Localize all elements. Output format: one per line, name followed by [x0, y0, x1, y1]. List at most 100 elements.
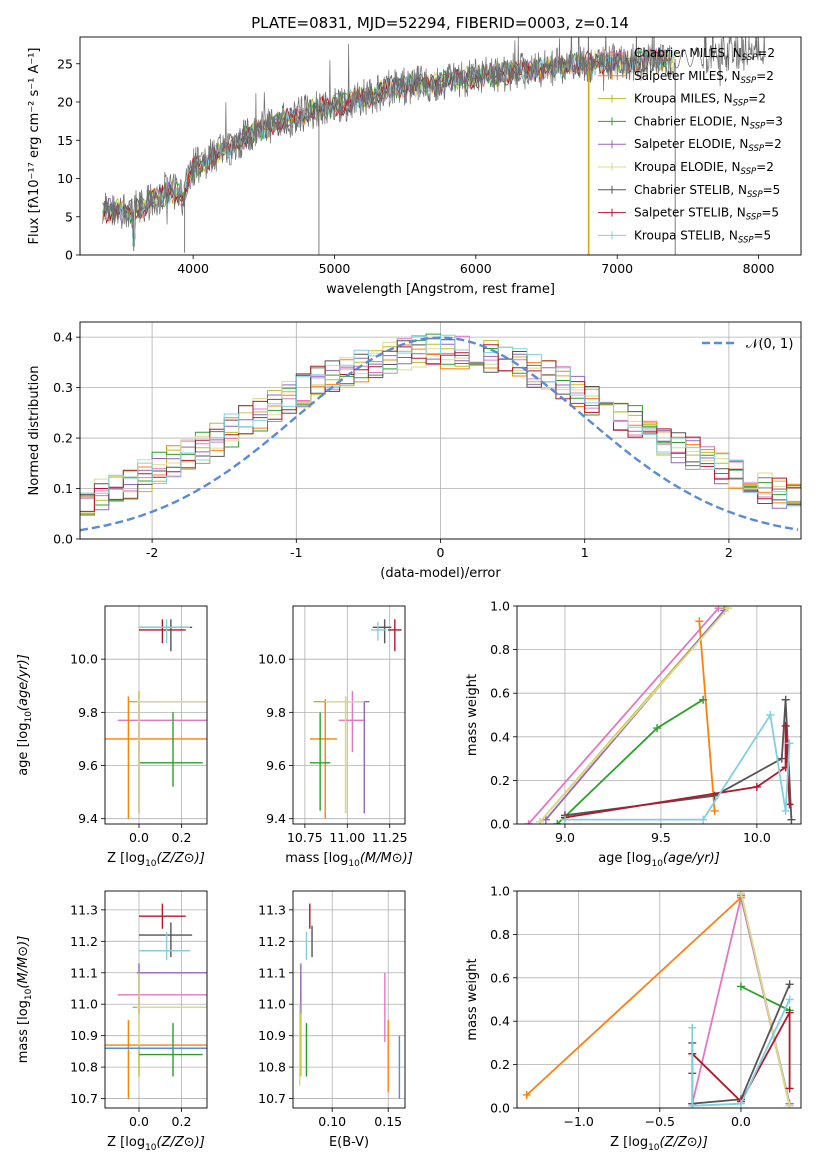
axes-frame — [292, 890, 406, 1109]
x-axis-label: mass [log10(M/M⊙)] — [285, 851, 413, 869]
y-tick-label: 10 — [57, 171, 73, 186]
y-axis-label: mass weight — [465, 958, 480, 1040]
errorbar-point — [136, 972, 207, 1046]
mass-weight-marker — [785, 739, 794, 748]
y-tick-label: 0.8 — [490, 927, 510, 942]
x-tick-label: 4000 — [177, 261, 209, 276]
mass-weight-marker — [524, 820, 533, 824]
plot-area-age_vs_z — [105, 619, 207, 819]
mass-weight-marker — [787, 815, 796, 824]
y-tick-label: 0 — [65, 248, 73, 263]
mass-weight-marker — [688, 1023, 697, 1032]
x-tick-label: 10.0 — [743, 830, 771, 845]
legend-entry: Kroupa STELIB, NSSP=5 — [634, 228, 771, 245]
y-tick-label: 0.0 — [490, 1101, 510, 1116]
y-tick-label: 5 — [65, 209, 73, 224]
y-tick-label: 0.0 — [490, 817, 510, 832]
x-tick-label: 7000 — [601, 261, 633, 276]
legend-entry: Salpeter ELODIE, NSSP=2 — [634, 137, 782, 154]
mass-weight-marker — [653, 724, 662, 733]
panel-age_vs_z: 0.0 0.2 9.4 9.6 9.8 10.0 Z [log10(Z/Z⊙)] age [l… — [16, 605, 208, 869]
x-tick-label: 0 — [437, 545, 445, 560]
mass-weight-marker — [785, 995, 794, 1004]
x-tick-label: 2 — [725, 545, 733, 560]
mass-weight-marker — [695, 617, 704, 626]
plot-area-mass_vs_z — [105, 903, 207, 1099]
errorbar-point — [139, 922, 193, 958]
y-tick-label: 0.2 — [490, 1057, 510, 1072]
legend: 𝒩(0, 1) — [702, 337, 793, 352]
figure-title: PLATE=0831, MJD=52294, FIBERID=0003, z=0… — [251, 14, 629, 32]
axes-frame — [516, 890, 802, 1109]
mass-weight-marker — [785, 1101, 794, 1108]
errorbar-point — [309, 712, 331, 811]
errorbar-point — [136, 696, 207, 814]
mass-weight-line — [565, 712, 791, 821]
y-tick-label: 11.0 — [258, 997, 286, 1012]
x-tick-label: 11.25 — [372, 830, 408, 845]
legend-entry: Salpeter MILES, NSSP=2 — [634, 69, 774, 86]
errorbar-point — [325, 696, 365, 814]
x-tick-label: 0.0 — [129, 1114, 149, 1129]
mass-weight-marker — [724, 606, 733, 613]
axes-frame — [104, 605, 208, 825]
legend-entry: Kroupa ELODIE, NSSP=2 — [634, 160, 774, 177]
mass-weight-line — [564, 725, 791, 819]
x-tick-label: 6000 — [460, 261, 492, 276]
errorbar-point — [371, 621, 387, 641]
x-tick-label: 9.0 — [555, 830, 575, 845]
mass-weight-marker — [752, 782, 761, 791]
x-axis-label: (data-model)/error — [380, 566, 501, 581]
panel-mass_weight_vs_z: −1.0 −0.5 0.0 0.0 0.2 0.4 0.6 0.8 1.0 Z [log10(Z/… — [465, 884, 802, 1153]
panel-mass_weight_vs_age: 9.0 9.5 10.0 0.0 0.2 0.4 0.6 0.8 1.0 age [log10(a… — [465, 599, 802, 869]
legend-entry: Chabrier ELODIE, NSSP=3 — [634, 114, 783, 131]
x-tick-label: 0.0 — [731, 1114, 751, 1129]
mass-weight-marker — [736, 982, 745, 991]
mass-weight-marker — [785, 1008, 794, 1017]
errorbar-point — [136, 696, 207, 814]
x-tick-label: -1 — [290, 545, 302, 560]
y-axis-label: Flux [fλ10⁻¹⁷ erg cm⁻² s⁻¹ A⁻¹] — [27, 48, 42, 245]
mass-weight-marker — [766, 711, 775, 719]
errorbar-point — [338, 691, 365, 753]
x-tick-label: 0.0 — [129, 830, 149, 845]
x-tick-label: 11.00 — [329, 830, 365, 845]
panel-mass_vs_z: 0.0 0.2 10.7 10.8 10.9 11.0 11.1 11.2 11.3 Z [log… — [16, 890, 208, 1153]
mass-weight-line — [527, 607, 720, 824]
y-tick-label: 0.4 — [490, 729, 510, 744]
y-tick-label: 11.2 — [258, 934, 286, 949]
mass-weight-marker — [777, 754, 786, 763]
mass-weight-marker — [785, 1084, 794, 1093]
x-tick-label: 10.75 — [287, 830, 323, 845]
x-tick-label: −1.0 — [563, 1114, 593, 1129]
mass-weight-marker — [714, 606, 723, 613]
errorbar-point — [132, 972, 207, 1077]
panel-spectrum: 4000 5000 6000 7000 8000 0 5 10 15 20 25 wavelength… — [27, 36, 802, 297]
axes-frame — [292, 605, 406, 825]
legend-entry: Salpeter STELIB, NSSP=5 — [634, 206, 779, 223]
plot-area-spectrum — [102, 37, 766, 255]
y-tick-label: 10.7 — [70, 1091, 98, 1106]
mass-weight-marker — [785, 980, 794, 989]
x-tick-label: 1 — [581, 545, 589, 560]
mass-weight-marker — [710, 806, 719, 815]
mass-weight-marker — [781, 695, 790, 704]
errorbar-point — [309, 699, 338, 819]
errorbar-point — [139, 931, 190, 961]
y-tick-label: 0.2 — [53, 431, 73, 446]
x-axis-label: age [log10(age/yr)] — [598, 851, 720, 869]
errorbar-point — [139, 903, 186, 929]
y-tick-label: 10.0 — [258, 652, 286, 667]
x-axis-label: Z [log10(Z/Z⊙)] — [107, 851, 205, 869]
plot-area-mass_weight_vs_z — [522, 891, 794, 1108]
axes-frame — [79, 36, 802, 256]
y-tick-label: 11.2 — [70, 934, 98, 949]
spectrum-data-line — [102, 37, 766, 229]
x-tick-label: 5000 — [319, 261, 351, 276]
mass-weight-line — [691, 1012, 791, 1103]
y-tick-label: 0.3 — [53, 380, 73, 395]
residual-histogram — [80, 334, 801, 507]
y-tick-label: 20 — [57, 95, 73, 110]
mass-weight-marker — [699, 695, 708, 704]
y-tick-label: 11.3 — [258, 902, 286, 917]
